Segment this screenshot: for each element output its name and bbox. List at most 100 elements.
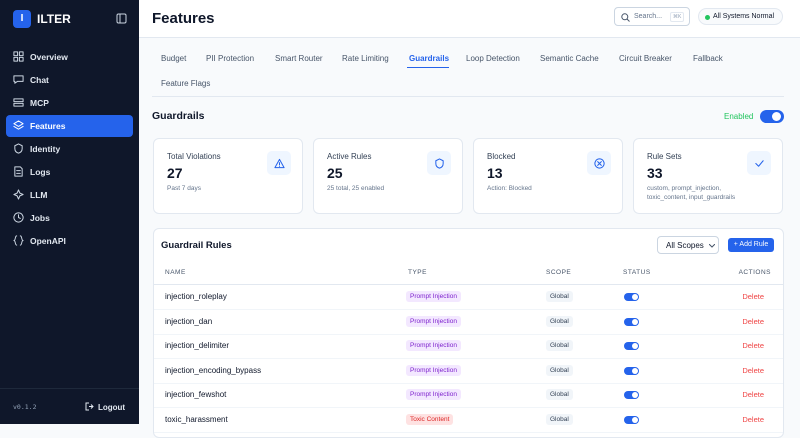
logout[interactable]: Logout <box>98 403 126 412</box>
stat-value: 33 <box>647 165 663 181</box>
rule-toggle[interactable] <box>624 317 639 326</box>
rule-name: injection_delimiter <box>165 341 230 350</box>
page-title: Features <box>152 10 215 27</box>
stat-value: 25 <box>327 165 343 181</box>
brand: ILTER <box>37 12 71 26</box>
toggle-knob <box>632 318 638 325</box>
nav-label: Logs <box>30 167 51 177</box>
tab[interactable]: Smart Router <box>275 54 323 63</box>
tab[interactable]: Semantic Cache <box>540 54 599 63</box>
tab[interactable]: Fallback <box>693 54 723 63</box>
nav-item[interactable]: Logs <box>6 161 133 183</box>
stat-label: Active Rules <box>327 152 372 161</box>
add-rule-button[interactable]: + Add Rule <box>728 238 774 252</box>
tab[interactable]: PII Protection <box>206 54 255 63</box>
toggle-knob <box>632 416 638 423</box>
row-divider <box>154 333 783 335</box>
scope-pill: Global <box>546 315 573 327</box>
scope-pill: Global <box>546 413 573 425</box>
stat-card: Active Rules 25 25 total, 25 enabled <box>313 138 463 214</box>
nav-item[interactable]: Overview <box>6 46 133 68</box>
nav-item[interactable]: Jobs <box>6 207 133 229</box>
rule-toggle[interactable] <box>624 342 639 350</box>
status-text: All Systems Normal <box>713 13 775 20</box>
filter-text: All Scopes <box>666 241 704 250</box>
icon <box>434 157 444 169</box>
version: v0.1.2 <box>13 403 37 411</box>
type-pill: Prompt Injection <box>406 291 461 302</box>
icon <box>13 75 24 84</box>
logo: I <box>13 10 31 28</box>
icon <box>273 158 285 168</box>
stat-value: 27 <box>167 165 183 181</box>
icon <box>13 235 24 246</box>
delete-action[interactable]: Delete <box>742 365 764 375</box>
status-dot <box>705 15 710 20</box>
search-placeholder: Search... <box>634 13 663 20</box>
nav-label: Identity <box>30 144 61 154</box>
tab[interactable]: Loop Detection <box>466 54 520 63</box>
stat-sub: Action: Blocked <box>487 185 532 192</box>
nav-item[interactable]: Features <box>6 115 133 137</box>
nav-label: Jobs <box>30 213 50 223</box>
stat-label: Rule Sets <box>647 152 682 161</box>
icon <box>13 212 24 223</box>
tab[interactable]: Feature Flags <box>161 79 211 88</box>
icon <box>14 143 23 154</box>
rule-name: injection_fewshot <box>165 390 227 399</box>
icon <box>13 51 24 62</box>
column-header: SCOPE <box>546 269 572 276</box>
delete-action[interactable]: Delete <box>742 341 764 350</box>
rule-toggle[interactable] <box>624 415 639 424</box>
rule-toggle[interactable] <box>624 391 639 399</box>
tab[interactable]: Circuit Breaker <box>619 54 672 63</box>
row-divider <box>154 309 783 310</box>
icon <box>13 189 24 200</box>
type-pill: Prompt Injection <box>406 389 461 400</box>
section-toggle[interactable] <box>760 110 784 123</box>
nav-item[interactable]: Chat <box>6 69 133 91</box>
search-box[interactable]: Search... ⌘K <box>614 7 690 26</box>
scope-pill: Global <box>546 389 573 400</box>
icon <box>754 159 764 167</box>
delete-action[interactable]: Delete <box>742 414 764 424</box>
nav-item[interactable]: MCP <box>6 92 133 114</box>
stat-icon <box>427 151 451 175</box>
section-title: Guardrails <box>152 110 205 122</box>
header-divider <box>154 284 783 285</box>
table-title: Guardrail Rules <box>161 240 232 251</box>
delete-action[interactable]: Delete <box>742 292 764 301</box>
delete-action[interactable]: Delete <box>742 390 764 399</box>
row-divider <box>154 407 783 408</box>
status-pill: All Systems Normal <box>698 8 783 25</box>
nav-label: Overview <box>30 52 68 62</box>
rule-toggle[interactable] <box>624 366 639 375</box>
scope-pill: Global <box>546 340 573 351</box>
nav-item[interactable]: OpenAPI <box>6 230 133 252</box>
nav-item[interactable]: LLM <box>6 184 133 206</box>
column-header: ACTIONS <box>738 269 771 276</box>
row-divider <box>154 358 783 359</box>
stat-value: 13 <box>487 165 503 181</box>
logout-icon <box>85 402 94 411</box>
icon <box>593 157 605 169</box>
icon <box>14 166 23 177</box>
type-pill: Prompt Injection <box>406 315 461 327</box>
nav-item[interactable]: Identity <box>6 138 133 160</box>
stat-icon <box>587 151 611 175</box>
toggle-knob <box>632 294 638 300</box>
delete-action[interactable]: Delete <box>742 316 764 326</box>
stat-card: Rule Sets 33 custom, prompt_injection, tox… <box>633 138 783 214</box>
collapse-icon[interactable] <box>116 13 127 24</box>
tab[interactable]: Guardrails <box>409 54 450 63</box>
tab[interactable]: Rate Limiting <box>342 54 389 63</box>
scope-filter[interactable]: All Scopes <box>657 236 719 254</box>
row-divider <box>154 382 783 384</box>
rule-toggle[interactable] <box>624 293 639 301</box>
stat-label: Total Violations <box>167 152 221 161</box>
nav-label: Features <box>30 121 66 131</box>
tab[interactable]: Budget <box>161 54 187 63</box>
search-icon <box>621 13 630 22</box>
sidebar: I ILTER Overview Chat MCP Features Identity L… <box>0 0 139 424</box>
